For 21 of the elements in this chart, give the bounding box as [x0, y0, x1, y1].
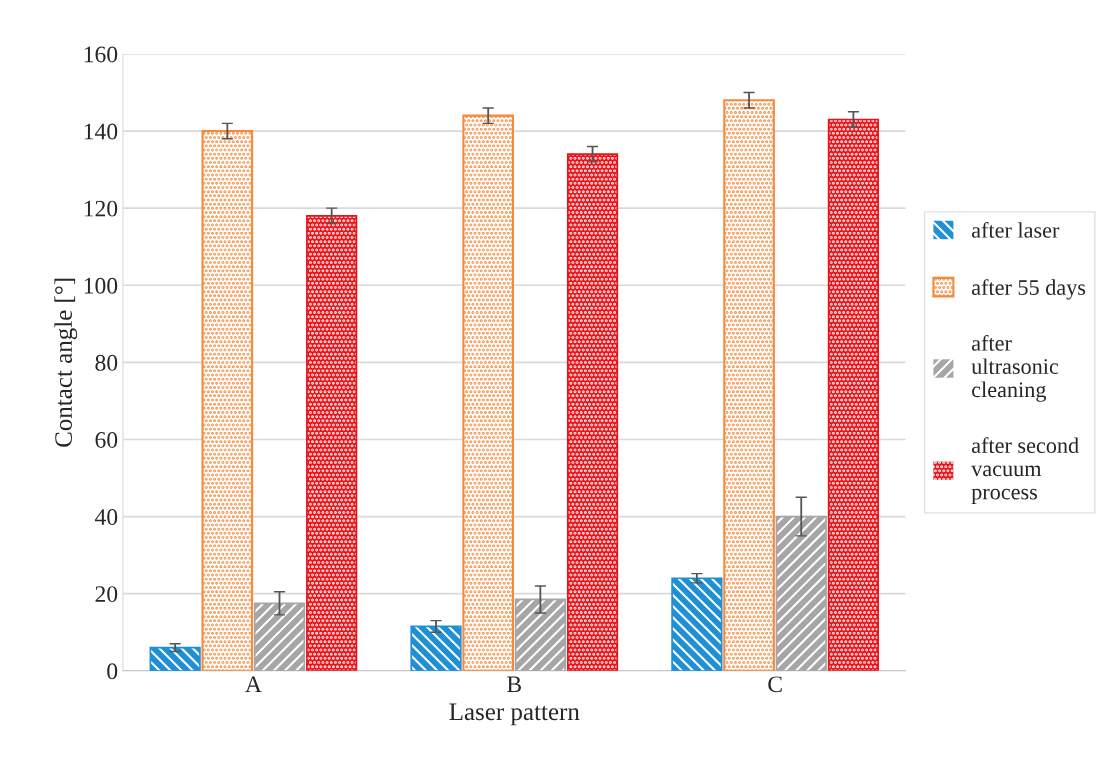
y-tick-label: 0	[107, 663, 118, 680]
x-tick-label: B	[507, 676, 521, 693]
bar	[201, 130, 254, 671]
y-tick-label: 40	[94, 509, 118, 525]
y-axis-title: Contact angle [°]	[54, 278, 78, 447]
x-axis-title: Laser pattern	[449, 703, 580, 726]
x-tick-label: A	[245, 676, 262, 693]
bar	[723, 99, 775, 671]
y-tick-label: 80	[95, 354, 118, 371]
y-tick-label: 60	[95, 431, 118, 448]
legend-label: after second vacuum process	[971, 437, 1079, 505]
y-tick-label: 20	[95, 586, 118, 603]
legend-label: after 55 days	[971, 279, 1086, 300]
x-tick-label: C	[768, 676, 782, 693]
y-tick-label: 140	[84, 123, 118, 140]
y-tick-label: 100	[84, 277, 118, 294]
bar	[462, 114, 515, 671]
legend-label: after ultrasonic cleaning	[971, 334, 1059, 402]
legend-label: after laser	[971, 221, 1060, 238]
y-tick-label: 160	[84, 46, 118, 63]
y-tick-label: 120	[84, 200, 118, 217]
